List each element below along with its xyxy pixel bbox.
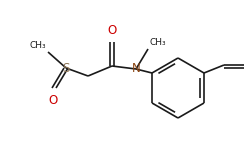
Text: S: S [62,61,70,75]
Text: CH₃: CH₃ [29,41,46,50]
Text: O: O [107,24,116,37]
Text: CH₃: CH₃ [148,38,165,47]
Text: O: O [48,94,58,107]
Text: N: N [131,63,140,75]
